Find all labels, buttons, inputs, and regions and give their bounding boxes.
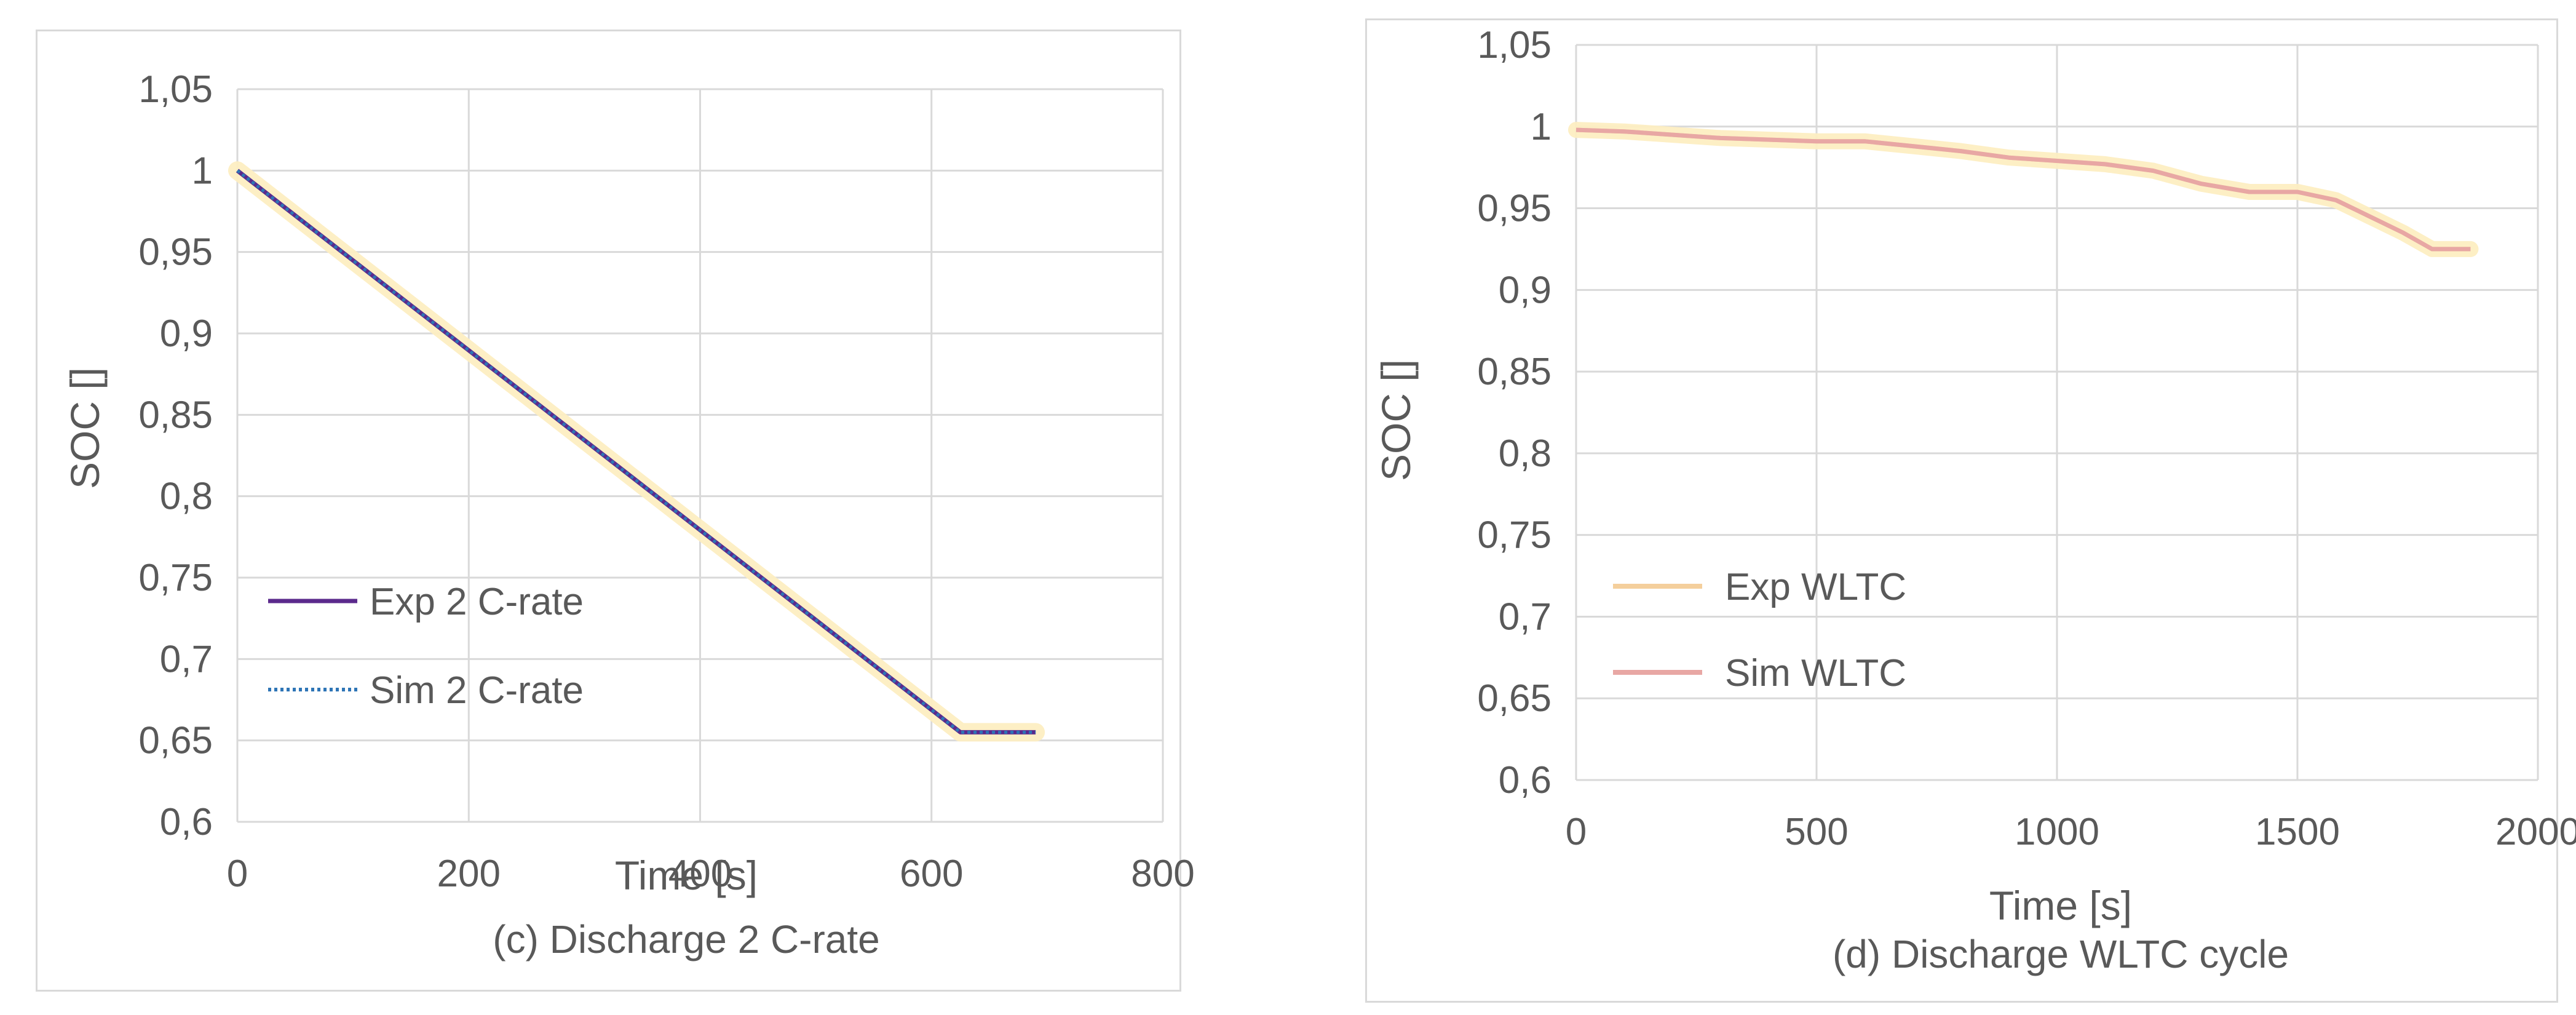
- chart-d-lines: [1575, 127, 2471, 252]
- chart-c-y-tick-label: 0,85: [138, 394, 213, 436]
- chart-c-y-tick-label: 0,6: [160, 801, 213, 843]
- chart-d-grid: [1575, 44, 2539, 781]
- chart-c-x-tick-label: 200: [437, 853, 501, 895]
- chart-c-y-axis-title: SOC []: [62, 367, 108, 489]
- chart-d-series-line-1: [1575, 127, 2471, 252]
- legend-label-exp-wltc: Exp WLTC: [1725, 566, 1906, 608]
- chart-c-caption: (c) Discharge 2 C-rate: [493, 917, 880, 961]
- chart-c-y-tick-label: 0,7: [160, 638, 213, 680]
- chart-c-grid: [236, 88, 1164, 823]
- chart-panel-d: 0,6 0,65 0,7 0,75 0,8 0,85 0,9 0,95 1 1,05 0 500 10…: [1365, 18, 2576, 1003]
- chart-c-y-tick-label: 0,95: [138, 231, 213, 274]
- legend-label-sim-wltc: Sim WLTC: [1725, 652, 1906, 695]
- chart-d-series-line-0: [1575, 127, 2471, 252]
- chart-d-svg: 0,6 0,65 0,7 0,75 0,8 0,85 0,9 0,95 1 1,05 0 500 10…: [1373, 24, 2576, 976]
- chart-c-y-tick-label: 0,8: [160, 476, 213, 518]
- chart-c-x-ticks: 0 200 400 600 800: [227, 853, 1195, 895]
- chart-d-y-tick-label: 1,05: [1477, 24, 1552, 66]
- chart-d-x-tick-label: 500: [1785, 811, 1848, 853]
- chart-d-y-tick-label: 0,9: [1499, 269, 1552, 311]
- chart-d-y-tick-label: 0,8: [1499, 432, 1552, 475]
- chart-c-x-axis-title: Time [s]: [615, 853, 758, 898]
- chart-c-y-tick-label: 0,65: [138, 720, 213, 762]
- legend-label-sim-2c: Sim 2 C-rate: [370, 669, 584, 712]
- chart-c-series-band-0: [228, 161, 1045, 742]
- chart-c-x-tick-label: 800: [1131, 853, 1194, 895]
- chart-c-y-tick-label: 1,05: [138, 68, 213, 111]
- chart-d-x-ticks: 0 500 1000 1500 2000: [1566, 811, 2576, 853]
- chart-d-bands: [1568, 122, 2479, 257]
- chart-d-y-tick-label: 0,7: [1499, 595, 1552, 638]
- chart-c-y-tick-label: 1: [192, 149, 213, 192]
- chart-d-y-axis-title: SOC []: [1373, 359, 1419, 481]
- chart-c-svg: 0,6 0,65 0,7 0,75 0,8 0,85 0,9 0,95 1 1,05 0 200 40…: [62, 68, 1195, 961]
- chart-d-y-ticks: 0,6 0,65 0,7 0,75 0,8 0,85 0,9 0,95 1 1,05: [1477, 24, 1552, 802]
- chart-c-series-line-1: [236, 169, 1036, 734]
- chart-c-legend: Exp 2 C-rate Sim 2 C-rate: [268, 581, 584, 712]
- chart-d-x-tick-label: 1500: [2255, 811, 2340, 853]
- chart-d-y-tick-label: 0,6: [1499, 759, 1552, 802]
- chart-d-x-tick-label: 0: [1566, 811, 1587, 853]
- chart-d-y-tick-label: 0,95: [1477, 188, 1552, 230]
- chart-panel-c: 0,6 0,65 0,7 0,75 0,8 0,85 0,9 0,95 1 1,05 0 200 40…: [36, 30, 1195, 992]
- chart-c-x-tick-label: 0: [227, 853, 248, 895]
- chart-c-y-tick-label: 0,9: [160, 312, 213, 355]
- chart-d-caption: (d) Discharge WLTC cycle: [1833, 932, 2289, 976]
- chart-d-x-tick-label: 1000: [2015, 811, 2099, 853]
- chart-c-bands: [228, 161, 1045, 742]
- chart-d-series-band-0: [1568, 122, 2479, 257]
- chart-c-x-tick-label: 600: [900, 853, 963, 895]
- chart-d-y-tick-label: 0,65: [1477, 677, 1552, 720]
- chart-d-x-tick-label: 2000: [2495, 811, 2576, 853]
- chart-c-y-tick-label: 0,75: [138, 557, 213, 599]
- chart-c-x-tick-label: 400: [668, 853, 732, 895]
- chart-d-y-tick-label: 0,75: [1477, 514, 1552, 557]
- chart-d-y-tick-label: 1: [1531, 106, 1552, 148]
- legend-label-exp-2c: Exp 2 C-rate: [370, 581, 584, 623]
- chart-d-legend: Exp WLTC Sim WLTC: [1613, 566, 1906, 695]
- chart-c-lines: [236, 169, 1036, 734]
- chart-d-x-axis-title: Time [s]: [1989, 883, 2132, 928]
- chart-c-y-ticks: 0,6 0,65 0,7 0,75 0,8 0,85 0,9 0,95 1 1,05: [138, 68, 213, 843]
- chart-d-y-tick-label: 0,85: [1477, 351, 1552, 393]
